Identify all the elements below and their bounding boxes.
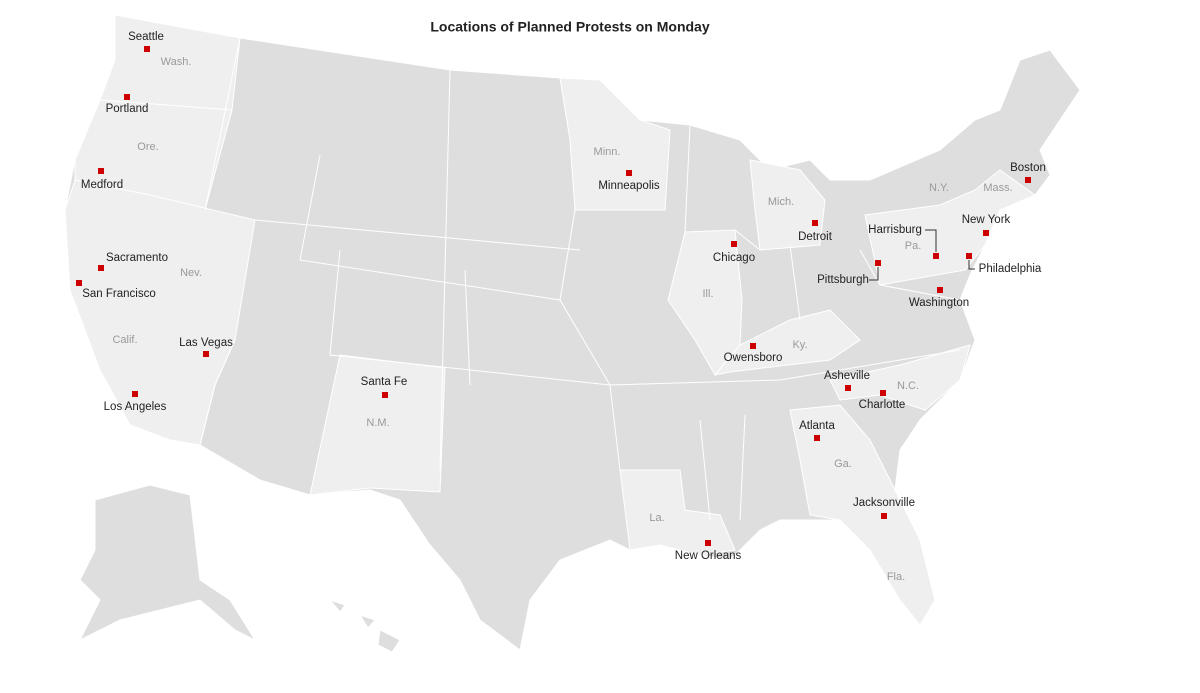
city-labels: Seattle Portland Medford Sacramento San … — [81, 31, 1046, 562]
city-label: Sacramento — [106, 252, 168, 264]
alaska — [78, 484, 257, 642]
city-marker — [983, 230, 989, 236]
city-label: Philadelphia — [979, 263, 1042, 275]
state-label: Ore. — [137, 141, 158, 153]
city-marker — [98, 168, 104, 174]
city-label: Chicago — [713, 252, 755, 264]
city-marker — [132, 391, 138, 397]
city-label: Santa Fe — [361, 376, 408, 388]
city-marker — [76, 280, 82, 286]
city-marker — [203, 351, 209, 357]
map-title: Locations of Planned Protests on Monday — [430, 19, 709, 35]
city-marker — [124, 94, 130, 100]
state-borders — [199, 37, 961, 521]
city-marker — [875, 260, 881, 266]
city-marker — [98, 265, 104, 271]
state-label: Calif. — [112, 334, 137, 346]
city-marker — [144, 46, 150, 52]
state-label: N.M. — [366, 417, 389, 429]
state-label: Ga. — [834, 458, 852, 470]
city-marker — [814, 435, 820, 441]
leader-line — [968, 260, 975, 270]
highlight-ca-nv — [64, 179, 256, 446]
city-label: Minneapolis — [598, 180, 660, 192]
city-label: Seattle — [128, 31, 164, 43]
city-label: Los Angeles — [104, 401, 167, 413]
city-label: Medford — [81, 179, 123, 191]
state-label: La. — [649, 512, 664, 524]
state-label: Pa. — [905, 240, 922, 252]
city-label: Washington — [909, 297, 969, 309]
city-label: Atlanta — [799, 420, 835, 432]
city-label: Harrisburg — [868, 224, 922, 236]
city-marker — [933, 253, 939, 259]
hawaii — [328, 598, 401, 653]
highlight-la — [619, 469, 736, 556]
city-marker — [750, 343, 756, 349]
city-label: Boston — [1010, 162, 1046, 174]
leader-line — [869, 267, 879, 281]
city-label: Charlotte — [859, 399, 906, 411]
leader-line — [925, 229, 937, 252]
state-label: Ill. — [703, 288, 714, 300]
state-label: Nev. — [180, 267, 202, 279]
city-marker — [880, 390, 886, 396]
state-label: Mich. — [768, 196, 794, 208]
city-label: Owensboro — [724, 352, 783, 364]
state-label: Minn. — [594, 146, 621, 158]
city-marker — [382, 392, 388, 398]
city-marker — [1025, 177, 1031, 183]
city-label: Portland — [106, 103, 149, 115]
city-label: Las Vegas — [179, 337, 233, 349]
state-label: Fla. — [887, 571, 905, 583]
city-marker — [937, 287, 943, 293]
city-marker — [731, 241, 737, 247]
city-label: Detroit — [798, 231, 833, 243]
city-marker — [845, 385, 851, 391]
city-label: San Francisco — [82, 288, 156, 300]
leader-lines — [869, 229, 975, 281]
city-marker — [966, 253, 972, 259]
highlight-mn — [559, 77, 671, 211]
state-label: Wash. — [161, 56, 192, 68]
city-label: New Orleans — [675, 550, 742, 562]
highlight-ne — [864, 169, 1037, 286]
state-label: N.C. — [897, 380, 919, 392]
state-label: N.Y. — [929, 182, 949, 194]
state-labels: Wash. Ore. Calif. Nev. N.M. Minn. Ill. M… — [112, 56, 1012, 583]
city-label: New York — [962, 214, 1011, 226]
highlight-ky — [713, 309, 861, 376]
city-marker — [626, 170, 632, 176]
city-markers — [76, 46, 1031, 546]
highlight-nc — [829, 344, 971, 411]
state-label: Mass. — [983, 182, 1012, 194]
highlight-mi — [749, 159, 826, 251]
highlight-ga-fl — [789, 404, 936, 626]
city-label: Pittsburgh — [817, 274, 869, 286]
city-marker — [881, 513, 887, 519]
city-marker — [812, 220, 818, 226]
city-label: Asheville — [824, 370, 870, 382]
city-marker — [705, 540, 711, 546]
city-label: Jacksonville — [853, 497, 915, 509]
basemap — [64, 14, 1081, 653]
state-label: Ky. — [792, 339, 807, 351]
